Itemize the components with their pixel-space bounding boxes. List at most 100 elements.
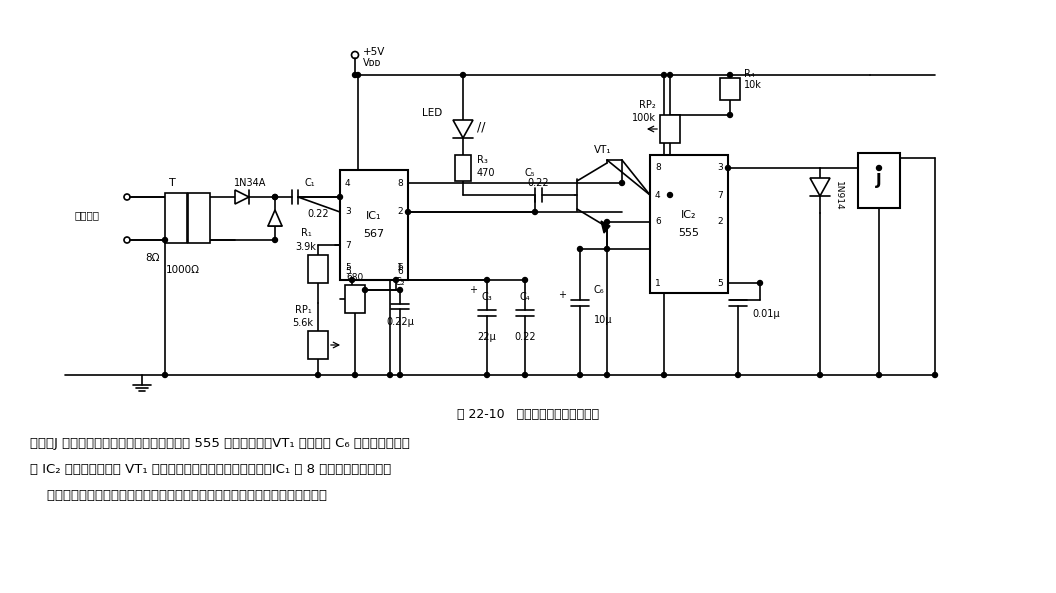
Circle shape [728, 113, 733, 117]
Text: 7: 7 [345, 241, 351, 250]
Circle shape [272, 195, 278, 199]
Circle shape [523, 278, 528, 282]
Circle shape [272, 195, 278, 199]
Text: C₄: C₄ [520, 292, 530, 302]
Circle shape [604, 247, 609, 251]
Text: 2: 2 [717, 218, 723, 227]
Circle shape [757, 280, 762, 285]
Text: C₅: C₅ [525, 168, 535, 178]
Circle shape [316, 372, 321, 378]
Text: J: J [876, 173, 882, 188]
Text: 8Ω: 8Ω [146, 253, 161, 263]
Bar [660, 115, 680, 143]
Circle shape [523, 372, 528, 378]
Text: 6: 6 [397, 267, 403, 276]
Circle shape [728, 72, 733, 78]
Bar [857, 153, 900, 208]
Circle shape [620, 180, 624, 186]
Circle shape [604, 372, 609, 378]
Bar [650, 155, 728, 293]
Circle shape [338, 195, 342, 199]
Bar [720, 78, 740, 100]
Text: 0.22: 0.22 [527, 178, 549, 188]
Circle shape [272, 238, 278, 243]
Text: 0.22μ: 0.22μ [386, 317, 414, 327]
Circle shape [876, 372, 882, 378]
Text: VT₁: VT₁ [595, 145, 611, 155]
Text: 3: 3 [717, 164, 723, 173]
Text: 6: 6 [397, 263, 403, 272]
Text: 680: 680 [346, 273, 363, 282]
Bar [340, 170, 408, 280]
Text: C₆: C₆ [593, 285, 605, 295]
Text: C₂: C₂ [395, 277, 406, 287]
Text: 1: 1 [397, 263, 403, 272]
Text: +5V: +5V [363, 47, 385, 57]
Polygon shape [268, 210, 282, 226]
Text: 1000Ω: 1000Ω [166, 265, 200, 275]
Circle shape [661, 372, 666, 378]
Text: C₁: C₁ [305, 178, 316, 188]
Text: 8: 8 [397, 178, 403, 187]
Text: 0.22: 0.22 [514, 332, 535, 342]
Circle shape [817, 372, 823, 378]
Text: 0.22: 0.22 [307, 209, 328, 219]
Text: 3.9k: 3.9k [296, 242, 317, 252]
Text: 8: 8 [655, 164, 661, 173]
Text: 本译码、控制电路用于多种控制场合，如通控、遥测、工业控制、电话通信等。: 本译码、控制电路用于多种控制场合，如通控、遥测、工业控制、电话通信等。 [30, 489, 327, 502]
Text: 10k: 10k [744, 80, 761, 90]
Circle shape [397, 288, 402, 292]
Polygon shape [453, 120, 473, 138]
Text: RP₁: RP₁ [295, 305, 312, 315]
Polygon shape [235, 190, 249, 204]
Bar [165, 193, 187, 243]
Text: 10μ: 10μ [593, 315, 612, 325]
Bar [345, 285, 365, 313]
Circle shape [578, 372, 583, 378]
Circle shape [735, 372, 740, 378]
Text: 0.01μ: 0.01μ [752, 309, 779, 319]
Circle shape [163, 238, 168, 243]
Bar [188, 193, 210, 243]
Circle shape [604, 219, 609, 225]
Text: R₄: R₄ [744, 69, 755, 79]
Circle shape [350, 278, 355, 282]
Circle shape [532, 209, 538, 215]
Text: 5: 5 [345, 267, 351, 276]
Circle shape [667, 193, 673, 197]
Text: 2: 2 [397, 208, 403, 216]
Circle shape [394, 278, 398, 282]
Circle shape [725, 165, 731, 171]
Bar [455, 155, 471, 181]
Circle shape [163, 372, 168, 378]
Polygon shape [601, 221, 610, 233]
Text: LED: LED [421, 108, 442, 118]
Circle shape [353, 72, 358, 78]
Text: 音频输入: 音频输入 [75, 210, 99, 220]
Text: 100k: 100k [631, 113, 656, 123]
Text: Vᴅᴅ: Vᴅᴅ [363, 58, 381, 68]
Circle shape [578, 247, 583, 251]
Text: 5: 5 [717, 279, 723, 288]
Text: +: + [469, 285, 477, 295]
Text: R₃: R₃ [477, 155, 488, 165]
Text: 470: 470 [477, 168, 495, 178]
Circle shape [485, 278, 490, 282]
Text: T: T [169, 178, 175, 188]
Circle shape [876, 165, 882, 171]
Text: R₁: R₁ [301, 228, 312, 238]
Text: 4: 4 [655, 190, 661, 199]
Circle shape [388, 372, 393, 378]
Polygon shape [810, 178, 830, 196]
Circle shape [661, 72, 666, 78]
Text: 5.6k: 5.6k [293, 318, 314, 328]
Circle shape [932, 372, 938, 378]
Text: C₃: C₃ [482, 292, 492, 302]
Text: 1N34A: 1N34A [233, 178, 266, 188]
Circle shape [397, 372, 402, 378]
Text: IC₁: IC₁ [366, 211, 382, 221]
Circle shape [353, 372, 358, 378]
Bar [308, 331, 328, 359]
Circle shape [356, 72, 360, 78]
Text: //: // [477, 120, 486, 133]
